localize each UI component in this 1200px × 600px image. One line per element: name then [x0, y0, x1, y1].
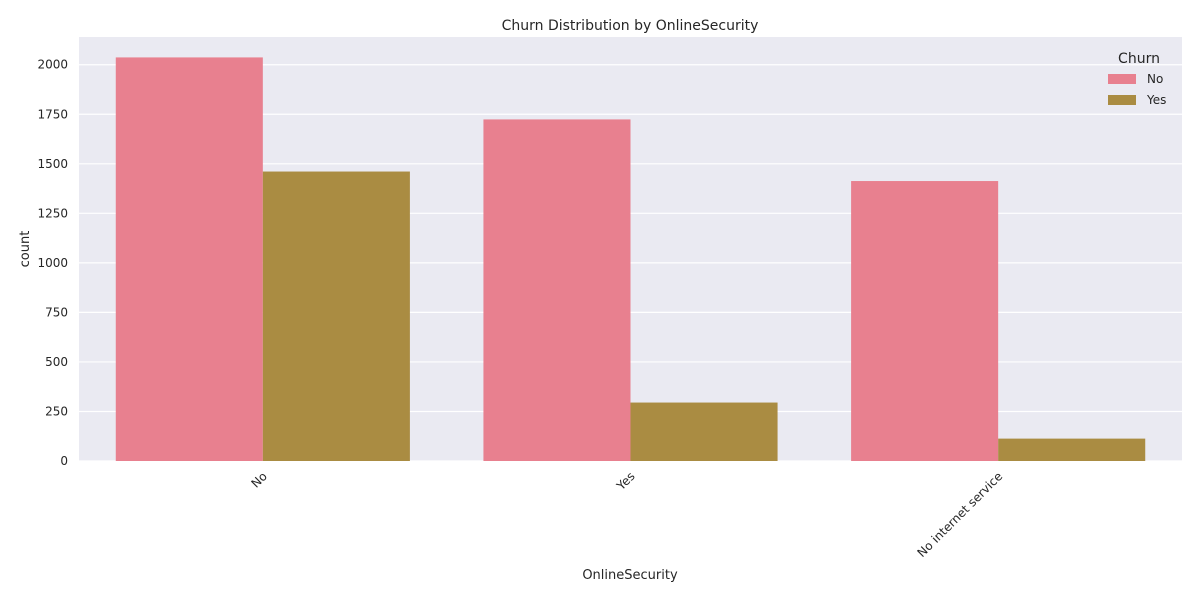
- bar-no-yes: [262, 171, 410, 462]
- x-tick-label: Yes: [613, 469, 637, 493]
- y-axis-label: count: [18, 231, 33, 268]
- y-tick-label: 500: [45, 355, 68, 369]
- bar-yes-yes: [630, 402, 778, 461]
- bar-no-internet-service-yes: [998, 438, 1146, 461]
- legend-label-no: No: [1147, 72, 1163, 86]
- legend-swatch-yes: [1108, 95, 1136, 105]
- y-tick-label: 1250: [37, 206, 68, 220]
- bars: [115, 57, 1146, 462]
- chart-title: Churn Distribution by OnlineSecurity: [502, 18, 759, 34]
- x-tick-label: No internet service: [915, 469, 1006, 560]
- y-tick-label: 750: [45, 305, 68, 319]
- bar-yes-no: [483, 119, 631, 462]
- x-tick-label: No: [249, 469, 270, 490]
- bar-no-internet-service-no: [851, 181, 999, 461]
- y-tick-label: 1000: [37, 256, 68, 270]
- bar-no-no: [115, 57, 263, 462]
- legend: Churn No Yes: [1108, 51, 1166, 107]
- y-tick-label: 1500: [37, 157, 68, 171]
- y-tick-label: 1750: [37, 107, 68, 121]
- legend-swatch-no: [1108, 74, 1136, 84]
- y-tick-label: 2000: [37, 58, 68, 72]
- y-tick-label: 250: [45, 404, 68, 418]
- x-tick-labels: No Yes No internet service: [249, 469, 1006, 560]
- legend-label-yes: Yes: [1146, 93, 1166, 107]
- legend-title: Churn: [1118, 51, 1160, 67]
- y-tick-label: 0: [60, 454, 68, 468]
- y-tick-labels: 0 250 500 750 1000 1250 1500 1750 2000: [37, 58, 68, 468]
- x-axis-label: OnlineSecurity: [582, 568, 678, 583]
